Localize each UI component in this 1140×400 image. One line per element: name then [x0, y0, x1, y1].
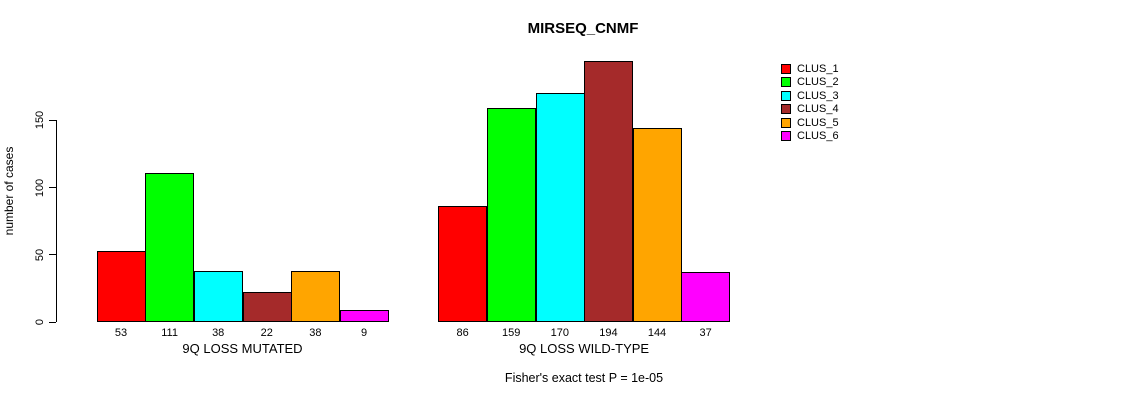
bar-clus_3-group1 [193, 270, 243, 322]
bar-clus_6-group2 [681, 272, 731, 322]
y-tick-mark [49, 119, 56, 121]
bar-clus_2-group2 [486, 108, 536, 322]
bar-value-label: 111 [161, 327, 178, 339]
legend-swatch-clus_5 [781, 117, 791, 128]
legend-label: CLUS_2 [797, 76, 839, 89]
bar-clus_1-group2 [438, 206, 488, 322]
y-tick-mark [49, 254, 56, 256]
legend-swatch-clus_3 [781, 90, 791, 101]
bar-clus_4-group1 [242, 292, 292, 322]
legend-swatch-clus_2 [781, 77, 791, 88]
y-axis-label: number of cases [2, 146, 16, 236]
bar-clus_6-group1 [339, 309, 389, 322]
bar-value-label: 22 [260, 327, 273, 339]
legend-swatch-clus_1 [781, 64, 791, 74]
y-tick-label: 50 [34, 248, 46, 261]
legend-swatch-clus_6 [781, 131, 791, 141]
bar-value-label: 144 [647, 327, 667, 339]
legend-swatch-clus_4 [781, 104, 791, 115]
bar-clus_5-group2 [632, 128, 682, 322]
bar-clus_3-group2 [535, 93, 585, 322]
y-tick-label: 150 [34, 111, 46, 130]
bar-value-label: 38 [309, 327, 322, 339]
y-tick-mark [49, 187, 56, 188]
annotation-text: Fisher's exact test P = 1e-05 [504, 371, 664, 385]
y-tick-label: 100 [34, 178, 46, 197]
legend-label: CLUS_6 [797, 130, 839, 142]
category-label: 9Q LOSS MUTATED [182, 341, 303, 356]
bar-value-label: 86 [456, 327, 469, 339]
bar-clus_1-group1 [96, 250, 146, 322]
y-tick-mark [49, 321, 56, 323]
bar-value-label: 9 [360, 327, 368, 339]
y-tick-label: 0 [34, 318, 46, 326]
legend-label: CLUS_5 [797, 116, 839, 129]
bar-value-label: 37 [699, 327, 712, 339]
bar-clus_2-group1 [145, 172, 195, 322]
bar-clus_4-group2 [584, 61, 634, 322]
chart-title: MIRSEQ_CNMF [527, 20, 639, 37]
bar-value-label: 159 [502, 327, 521, 339]
legend-label: CLUS_3 [797, 89, 839, 102]
category-label: 9Q LOSS WILD-TYPE [519, 341, 650, 356]
legend-label: CLUS_1 [797, 63, 839, 75]
legend-label: CLUS_4 [797, 103, 839, 116]
bar-value-label: 194 [599, 327, 618, 339]
bar-clus_5-group1 [291, 270, 341, 322]
bar-value-label: 38 [212, 327, 225, 339]
bar-value-label: 170 [550, 327, 569, 339]
bar-value-label: 53 [114, 327, 128, 339]
y-axis-line [56, 120, 57, 323]
